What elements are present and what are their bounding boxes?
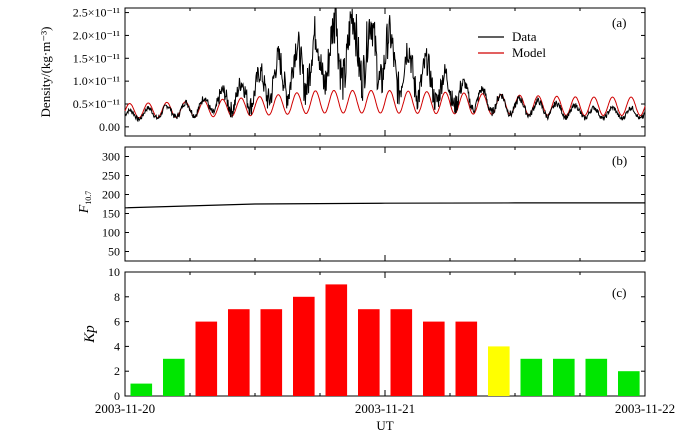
y-tick-label: 2.5×10⁻¹¹	[73, 6, 121, 20]
panel-b-ylabel: F10.7	[77, 191, 93, 215]
kp-bar	[325, 284, 348, 396]
legend-data-label: Data	[512, 29, 537, 44]
y-tick-label: 300	[102, 150, 120, 164]
kp-bar	[163, 358, 185, 396]
y-tick-label: 50	[108, 245, 120, 259]
kp-bar	[520, 358, 543, 396]
kp-bar	[585, 358, 608, 396]
kp-bar	[260, 309, 283, 396]
y-tick-label: 150	[102, 207, 120, 221]
kp-bar	[488, 346, 510, 396]
y-tick-label: 4	[114, 339, 120, 353]
y-tick-label: 100	[102, 226, 120, 240]
kp-bar	[553, 358, 575, 396]
f107-line	[124, 202, 645, 209]
y-tick-label: 0.00	[99, 120, 120, 134]
kp-bar	[358, 309, 380, 396]
kp-bar	[455, 321, 478, 396]
panel-a-label: (a)	[612, 15, 626, 30]
y-tick-label: 200	[102, 188, 120, 202]
y-tick-label: 2.0×10⁻¹¹	[73, 28, 121, 42]
panel-a-lines	[124, 7, 646, 123]
panel-a-density: (a) Density/(kg·m⁻³) 0.00 0.5×10⁻¹¹ 1.0×10…	[38, 6, 646, 137]
kp-bar	[130, 383, 153, 396]
panel-b-frame	[124, 146, 646, 262]
y-tick-label: 10	[108, 265, 120, 279]
panel-c-yticks: 0 2 4 6 8 10	[108, 265, 646, 403]
kp-bar	[618, 371, 640, 396]
panel-a-ylabel: Density/(kg·m⁻³)	[38, 27, 53, 118]
x-axis: 2003-11-20 2003-11-21 2003-11-22 UT	[95, 401, 675, 433]
x-axis-label: UT	[376, 418, 393, 433]
kp-bar	[423, 321, 445, 396]
y-tick-label: 1.5×10⁻¹¹	[73, 51, 121, 65]
model-line	[124, 89, 646, 119]
panel-c-ylabel: Kp	[82, 325, 98, 344]
panel-c-label: (c)	[612, 285, 626, 300]
legend: Data Model	[478, 29, 546, 60]
legend-model-label: Model	[512, 45, 546, 60]
panel-c-kp: (c) Kp 0 2 4 6 8 10	[82, 265, 646, 403]
x-tick-label-0: 2003-11-20	[95, 401, 155, 416]
y-tick-label: 1.0×10⁻¹¹	[73, 74, 121, 88]
y-tick-label: 250	[102, 169, 120, 183]
panel-b-yticks: 50 100 150 200 250 300	[102, 147, 646, 261]
panel-b-label: (b)	[612, 153, 627, 168]
panel-b-f107: (b) F10.7 50 100 150 200 250 300	[77, 146, 646, 262]
kp-bar	[195, 321, 218, 396]
panel-c-bars	[130, 284, 640, 396]
data-line	[124, 7, 646, 123]
x-tick-label-2: 2003-11-22	[615, 401, 675, 416]
panel-b-lines	[124, 202, 645, 209]
y-tick-label: 6	[114, 315, 120, 329]
y-tick-label: 8	[114, 290, 120, 304]
y-tick-label: 2	[114, 364, 120, 378]
x-tick-label-1: 2003-11-21	[355, 401, 415, 416]
y-tick-label: 0.5×10⁻¹¹	[73, 97, 121, 111]
panel-a-yticks: 0.00 0.5×10⁻¹¹ 1.0×10⁻¹¹ 1.5×10⁻¹¹ 2.0×10⁻¹¹…	[73, 6, 646, 136]
y-tick-label: 0	[114, 389, 120, 403]
kp-bar	[293, 296, 315, 396]
kp-bar	[228, 309, 250, 396]
kp-bar	[390, 309, 413, 396]
